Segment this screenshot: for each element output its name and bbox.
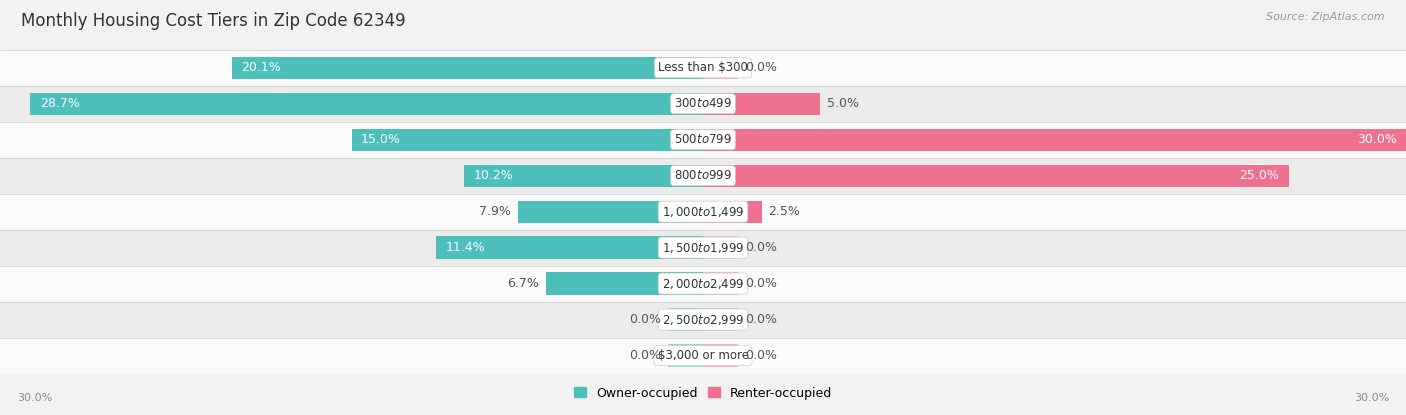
- Bar: [517, 200, 703, 223]
- Bar: [703, 56, 738, 79]
- Text: Less than $300: Less than $300: [658, 61, 748, 74]
- Bar: [0, 158, 1406, 194]
- Legend: Owner-occupied, Renter-occupied: Owner-occupied, Renter-occupied: [568, 382, 838, 405]
- Text: 0.0%: 0.0%: [628, 349, 661, 362]
- Text: Monthly Housing Cost Tiers in Zip Code 62349: Monthly Housing Cost Tiers in Zip Code 6…: [21, 12, 406, 30]
- Text: 10.2%: 10.2%: [474, 169, 513, 182]
- Text: 0.0%: 0.0%: [745, 277, 778, 290]
- Text: 11.4%: 11.4%: [446, 241, 485, 254]
- Bar: [546, 272, 703, 295]
- Bar: [0, 194, 1406, 229]
- Text: 20.1%: 20.1%: [242, 61, 281, 74]
- Bar: [0, 302, 1406, 337]
- Bar: [668, 344, 703, 367]
- Text: 6.7%: 6.7%: [508, 277, 538, 290]
- Bar: [0, 337, 1406, 374]
- Text: 0.0%: 0.0%: [745, 349, 778, 362]
- Bar: [703, 308, 738, 331]
- Bar: [703, 200, 762, 223]
- Bar: [436, 237, 703, 259]
- Text: $3,000 or more: $3,000 or more: [658, 349, 748, 362]
- Text: 0.0%: 0.0%: [628, 313, 661, 326]
- Text: 2.5%: 2.5%: [769, 205, 800, 218]
- Text: 15.0%: 15.0%: [361, 133, 401, 146]
- Text: 28.7%: 28.7%: [39, 97, 80, 110]
- Bar: [232, 56, 703, 79]
- Bar: [0, 86, 1406, 122]
- Bar: [703, 272, 738, 295]
- Bar: [703, 129, 1406, 151]
- Text: $1,000 to $1,499: $1,000 to $1,499: [662, 205, 744, 219]
- Bar: [703, 93, 820, 115]
- Text: $2,000 to $2,499: $2,000 to $2,499: [662, 276, 744, 290]
- Bar: [0, 266, 1406, 302]
- Bar: [31, 93, 703, 115]
- Text: 0.0%: 0.0%: [745, 61, 778, 74]
- Bar: [703, 237, 738, 259]
- Bar: [0, 122, 1406, 158]
- Text: $800 to $999: $800 to $999: [673, 169, 733, 182]
- Text: $2,500 to $2,999: $2,500 to $2,999: [662, 312, 744, 327]
- Text: $1,500 to $1,999: $1,500 to $1,999: [662, 241, 744, 255]
- Text: $500 to $799: $500 to $799: [673, 133, 733, 146]
- Bar: [464, 164, 703, 187]
- Text: 25.0%: 25.0%: [1240, 169, 1279, 182]
- Text: 30.0%: 30.0%: [17, 393, 52, 403]
- Text: 0.0%: 0.0%: [745, 313, 778, 326]
- Bar: [703, 164, 1289, 187]
- Bar: [0, 229, 1406, 266]
- Bar: [0, 50, 1406, 86]
- Text: 0.0%: 0.0%: [745, 241, 778, 254]
- Text: 5.0%: 5.0%: [827, 97, 859, 110]
- Text: $300 to $499: $300 to $499: [673, 97, 733, 110]
- Bar: [703, 344, 738, 367]
- Bar: [668, 308, 703, 331]
- Text: 30.0%: 30.0%: [1354, 393, 1389, 403]
- Text: 7.9%: 7.9%: [479, 205, 510, 218]
- Text: 30.0%: 30.0%: [1357, 133, 1396, 146]
- Text: Source: ZipAtlas.com: Source: ZipAtlas.com: [1267, 12, 1385, 22]
- Bar: [352, 129, 703, 151]
